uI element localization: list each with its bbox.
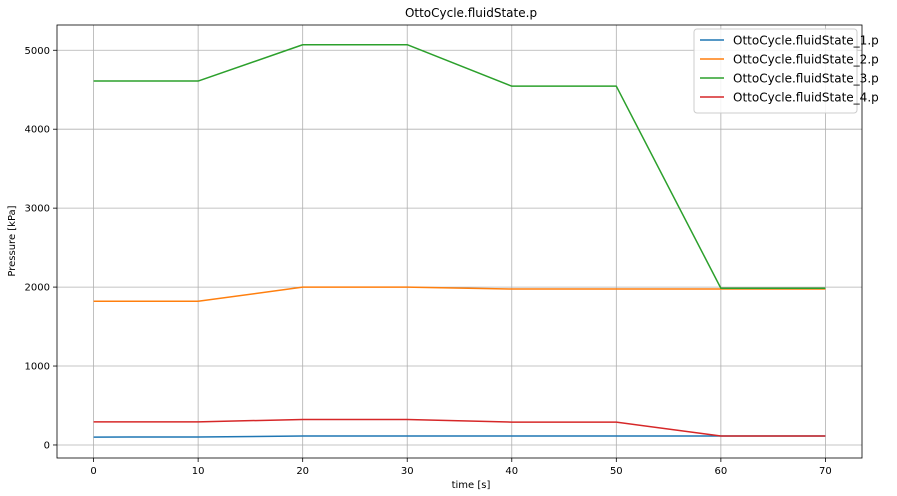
series-line-3	[93, 43, 826, 290]
y-tick-label: 0	[44, 440, 50, 451]
x-tick-label: 20	[296, 466, 309, 477]
y-tick-label: 1000	[25, 362, 50, 373]
chart-title: OttoCycle.fluidState.p	[405, 6, 537, 20]
series-lines	[93, 43, 826, 438]
x-axis: 0 10 20 30 40 50 60 70	[90, 458, 832, 477]
y-tick-label: 2000	[25, 283, 50, 294]
legend-label-1[interactable]: OttoCycle.fluidState_1.p	[733, 34, 879, 48]
series-line-4	[93, 418, 826, 437]
legend[interactable]: OttoCycle.fluidState_1.p OttoCycle.fluidS…	[693, 28, 879, 114]
legend-label-3[interactable]: OttoCycle.fluidState_3.p	[733, 72, 879, 86]
x-tick-label: 0	[90, 466, 96, 477]
y-tick-label: 4000	[25, 125, 50, 136]
series-line-2	[93, 286, 826, 303]
legend-label-4[interactable]: OttoCycle.fluidState_4.p	[733, 91, 879, 105]
x-tick-label: 50	[610, 466, 623, 477]
series-line-1	[93, 435, 826, 438]
x-tick-label: 60	[714, 466, 727, 477]
x-tick-label: 70	[819, 466, 832, 477]
x-tick-label: 40	[505, 466, 518, 477]
legend-box	[693, 28, 858, 114]
x-tick-label: 30	[401, 466, 414, 477]
plot-frame	[56, 24, 863, 459]
y-axis-label: Pressure [kPa]	[7, 205, 18, 276]
y-tick-label: 5000	[25, 46, 50, 57]
x-tick-label: 10	[192, 466, 205, 477]
y-tick-label: 3000	[25, 204, 50, 215]
legend-label-2[interactable]: OttoCycle.fluidState_2.p	[733, 53, 879, 67]
x-axis-label: time [s]	[452, 480, 491, 491]
y-axis: 0 1000 2000 3000 4000 5000	[25, 46, 57, 451]
